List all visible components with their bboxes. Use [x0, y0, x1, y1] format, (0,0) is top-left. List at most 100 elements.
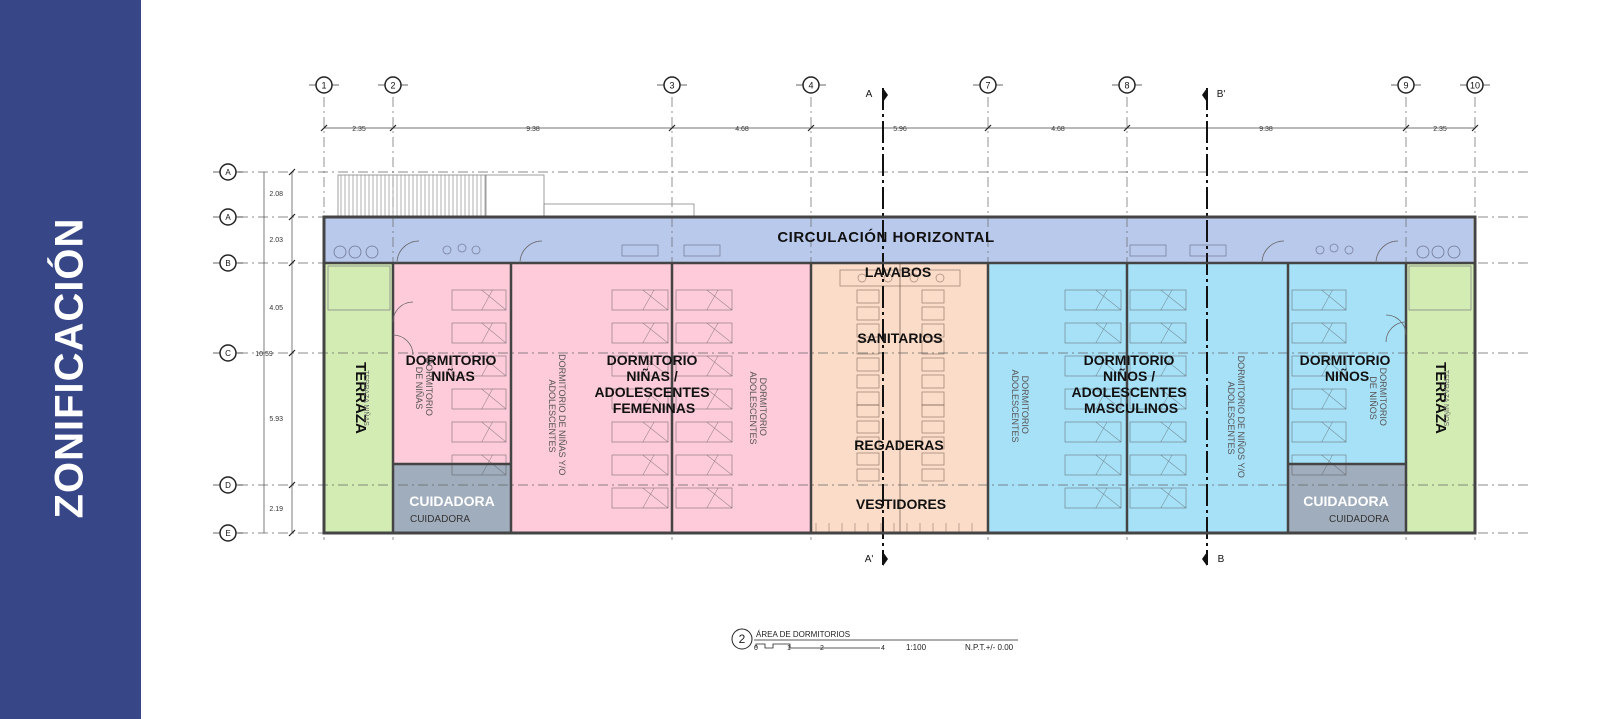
bed-frame [611, 421, 669, 443]
outer-wall [322, 215, 1477, 535]
toilet-stall [921, 306, 945, 321]
label-girls-dorm-small: DORMITORIO DE NIÑAS [414, 358, 434, 419]
walls-layer [322, 215, 1477, 535]
bed-frame [611, 388, 669, 410]
bed-fold [706, 322, 733, 344]
bed [1291, 355, 1347, 377]
bed-frame [1129, 355, 1187, 377]
bed-frame [611, 289, 669, 311]
zone-terrace-left [325, 263, 393, 533]
toilet-stall [856, 306, 880, 321]
bed [1291, 322, 1347, 344]
bed [1064, 454, 1122, 476]
bed-frame [611, 487, 669, 509]
bed-frame [1129, 454, 1187, 476]
dim-tick [320, 124, 328, 132]
grid-row-bubble [219, 476, 237, 494]
caption-number: 2 [739, 632, 746, 646]
bed [611, 322, 669, 344]
bed-frame [451, 322, 507, 344]
dim-tick [807, 124, 815, 132]
bed-frame [1064, 289, 1122, 311]
label-terrace-right: TERRAZA [1432, 362, 1449, 434]
dim-tick [984, 124, 992, 132]
bed-frame [675, 487, 733, 509]
label-girls-dorm: DORMITORIO NIÑAS [406, 352, 501, 384]
bed-fold [642, 454, 669, 476]
grid-col-bubble [802, 76, 820, 94]
bed [675, 454, 733, 476]
label-vestidores: VESTIDORES [856, 496, 946, 512]
bed [1129, 289, 1187, 311]
bed-fold [706, 454, 733, 476]
shower-stall [921, 420, 945, 434]
grid-col-bubble [663, 76, 681, 94]
label-terrace-right-small: TERRAZA NIÑOS [1442, 370, 1451, 427]
grid-col-label: 3 [669, 81, 674, 91]
scale-tick-1: 1 [787, 645, 791, 652]
bed-fold [1095, 454, 1122, 476]
bed-frame [1291, 355, 1347, 377]
door-swing [519, 240, 543, 264]
bed-fold [1095, 388, 1122, 410]
lavabo-sink [935, 273, 945, 283]
grid-row-label: E [225, 529, 230, 538]
bed [611, 454, 669, 476]
zone-terrace-right [1406, 263, 1474, 533]
zone-caregiver-right [1288, 464, 1406, 533]
bed-frame [1291, 289, 1347, 311]
caption-title: ÁREA DE DORMITORIOS [756, 630, 850, 639]
bed-frame [675, 289, 733, 311]
bed-frame [451, 355, 507, 377]
label-girls-teen-small-b: DORMITORIO ADOLESCENTES [748, 371, 768, 444]
bed-fold [1321, 322, 1347, 344]
dim-tick [288, 259, 296, 267]
bed [451, 289, 507, 311]
shower-stall [921, 404, 945, 418]
shower-stall [856, 436, 880, 450]
bed-fold [642, 388, 669, 410]
bench [1129, 244, 1167, 257]
round-table [1416, 245, 1430, 259]
bed-fold [1321, 355, 1347, 377]
dim-vertical: 4.05 [269, 305, 283, 312]
grid-col-bubble [384, 76, 402, 94]
shower-stall [856, 420, 880, 434]
caption-number-circle [731, 628, 753, 650]
bed [675, 388, 733, 410]
upper-room-outline [485, 174, 545, 218]
bed-frame [1129, 487, 1187, 509]
caption-level: N.P.T.+/- 0.00 [965, 643, 1014, 652]
dim-vertical: 2.03 [269, 237, 283, 244]
bed-fold [1160, 355, 1187, 377]
bed-frame [1064, 487, 1122, 509]
bed [451, 421, 507, 443]
grid-row-label: D [225, 481, 231, 490]
bed-frame [675, 355, 733, 377]
dim-tick [288, 481, 296, 489]
round-table [1431, 245, 1445, 259]
bed [1064, 355, 1122, 377]
door-swing [1385, 314, 1407, 336]
dim-total: 10.59 [255, 351, 273, 358]
section-label-top: A [866, 89, 873, 100]
grid-row-label: C [225, 349, 231, 358]
shower-stall [856, 452, 880, 466]
toilet-stall [856, 340, 880, 355]
lavabo-sink [883, 273, 893, 283]
bed-fold [481, 355, 507, 377]
scale-tick-4: 4 [881, 645, 885, 652]
bed [1129, 355, 1187, 377]
lavabo-sink [909, 273, 919, 283]
bed-frame [1129, 289, 1187, 311]
round-table [333, 245, 347, 259]
bed [1064, 487, 1122, 509]
round-table [365, 245, 379, 259]
bed-frame [1129, 322, 1187, 344]
bed-fold [481, 322, 507, 344]
bed-frame [1064, 388, 1122, 410]
bed-frame [1129, 421, 1187, 443]
label-boys-teen-small-a: DORMITORIO ADOLESCENTES [1010, 369, 1030, 442]
label-terrace-left-small: TERRAZA NIÑAS [362, 370, 371, 426]
dim-vertical: 2.08 [269, 191, 283, 198]
